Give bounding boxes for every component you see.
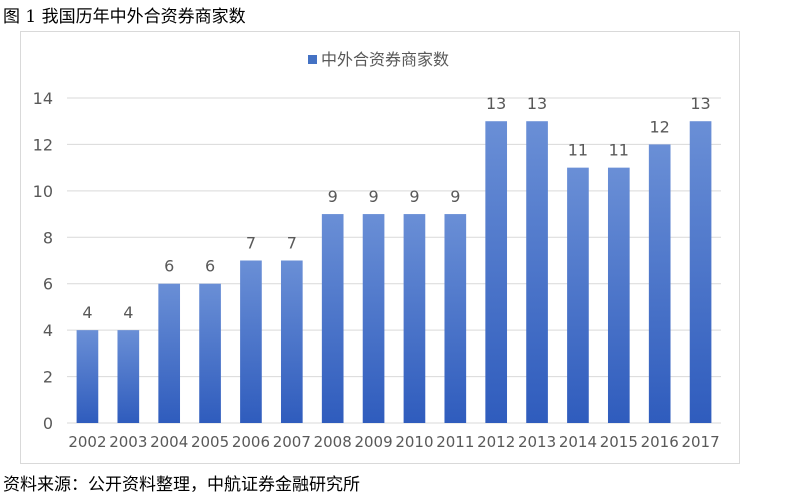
bar [689,121,712,423]
x-tick-label: 2005 [191,433,229,451]
data-label: 9 [409,187,419,206]
x-tick-label: 2010 [395,433,433,451]
data-label: 6 [164,257,174,276]
data-label: 13 [690,94,710,113]
x-tick-label: 2011 [436,433,474,451]
data-labels: 4 4 6 6 7 7 9 9 9 9 13 13 11 11 12 13 [82,94,710,322]
y-tick-label: 2 [43,368,53,387]
data-label: 11 [568,141,588,160]
data-label: 7 [246,234,256,253]
source-note: 资料来源：公开资料整理，中航证券金融研究所 [3,475,360,495]
bar [485,121,508,423]
data-label: 4 [82,303,92,322]
bar [321,214,344,423]
bar [567,167,589,423]
y-tick-label: 8 [43,228,53,247]
x-tick-label: 2015 [600,433,638,451]
y-tick-label: 6 [43,275,53,294]
y-tick-label: 4 [43,321,53,340]
bar [76,330,99,423]
legend-swatch [308,55,317,64]
bar [648,144,671,423]
y-axis: 0 2 4 6 8 10 12 14 [33,89,53,433]
data-label: 12 [650,117,670,136]
x-tick-label: 2013 [518,433,556,451]
data-label: 9 [368,187,378,206]
x-tick-label: 2004 [150,433,188,451]
x-tick-label: 2002 [68,433,106,451]
bar [444,214,467,423]
bar [403,214,426,423]
bar [199,283,221,423]
x-tick-label: 2014 [559,433,597,451]
x-tick-label: 2006 [232,433,270,451]
x-tick-label: 2003 [109,433,147,451]
x-tick-label: 2012 [477,433,515,451]
chart-frame: 中外合资券商家数 0 2 4 6 8 10 12 14 4 4 6 6 7 7 9 9 9 9 13 13 11 11 1… [20,31,740,464]
bar [280,260,303,423]
bar [526,121,548,423]
bars [76,121,712,423]
bar [240,260,262,423]
y-tick-label: 0 [43,414,53,433]
x-tick-label: 2007 [273,433,311,451]
bar [117,330,140,423]
x-tick-label: 2009 [354,433,392,451]
y-tick-label: 14 [33,89,53,108]
data-label: 4 [123,303,133,322]
data-label: 7 [287,234,297,253]
figure-title: 图 1 我国历年中外合资券商家数 [3,7,246,27]
bar-chart: 中外合资券商家数 0 2 4 6 8 10 12 14 4 4 6 6 7 7 9 9 9 9 13 13 11 11 1… [33,50,721,451]
bar [607,167,630,423]
data-label: 13 [527,94,547,113]
x-tick-label: 2008 [314,433,352,451]
data-label: 11 [609,141,629,160]
data-label: 9 [328,187,338,206]
x-tick-label: 2017 [681,433,719,451]
data-label: 13 [486,94,506,113]
legend-label: 中外合资券商家数 [321,50,449,69]
bar [158,283,181,423]
data-label: 9 [450,187,460,206]
legend: 中外合资券商家数 [308,50,449,69]
x-axis: 2002 2003 2004 2005 2006 2007 2008 2009 2010 2011… [68,433,719,451]
y-tick-label: 10 [33,182,53,201]
x-tick-label: 2016 [641,433,679,451]
data-label: 6 [205,257,215,276]
bar [362,214,385,423]
y-tick-label: 12 [33,135,53,154]
